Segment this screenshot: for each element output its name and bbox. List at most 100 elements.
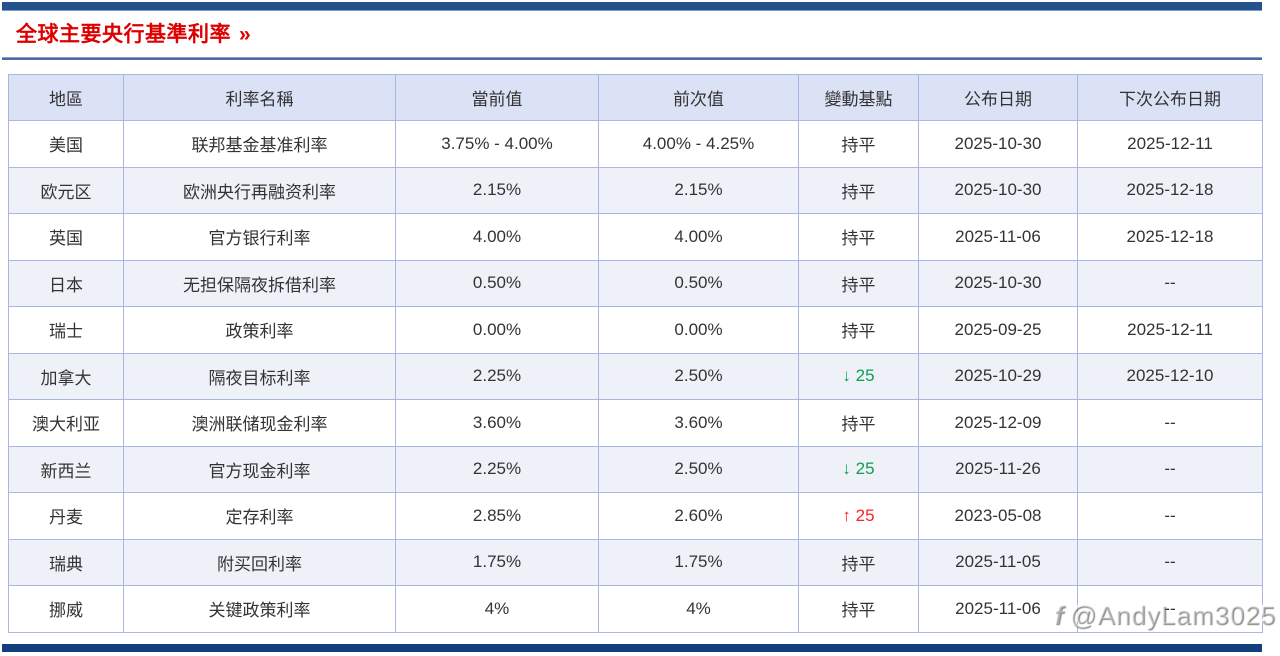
change-flat-label: 持平 xyxy=(841,182,876,202)
change-cell: 持平 xyxy=(798,213,919,261)
rate-name-cell: 附买回利率 xyxy=(123,538,396,586)
previous-value-cell: 2.50% xyxy=(598,445,799,493)
current-value-cell: 2.25% xyxy=(395,352,599,400)
change-cell: 持平 xyxy=(798,120,919,168)
announce-date-cell: 2025-11-26 xyxy=(918,445,1078,493)
next-date-cell: 2025-12-11 xyxy=(1077,306,1263,354)
column-header-next-date: 下次公布日期 xyxy=(1077,74,1263,121)
rate-name-cell: 政策利率 xyxy=(123,306,396,354)
region-cell: 挪威 xyxy=(8,585,124,633)
top-divider-bar xyxy=(2,2,1262,11)
next-date-cell: -- xyxy=(1077,538,1263,586)
region-cell: 澳大利亚 xyxy=(8,399,124,447)
region-cell: 日本 xyxy=(8,259,124,307)
region-cell: 英国 xyxy=(8,213,124,261)
rates-table: 地區 利率名稱 當前值 前次值 變動基點 公布日期 下次公布日期 美国 联邦基金基… xyxy=(8,74,1263,633)
rates-table-body: 美国 联邦基金基准利率 3.75% - 4.00% 4.00% - 4.25% 持平 20… xyxy=(8,120,1263,633)
header-row: 地區 利率名稱 當前值 前次值 變動基點 公布日期 下次公布日期 xyxy=(8,74,1263,121)
bottom-divider-bar xyxy=(2,644,1262,652)
announce-date-cell: 2023-05-08 xyxy=(918,492,1078,540)
column-header-announce-date: 公布日期 xyxy=(918,74,1078,121)
page-title-link[interactable]: 全球主要央行基準利率 » xyxy=(16,18,251,48)
announce-date-cell: 2025-10-30 xyxy=(918,120,1078,168)
column-header-change-bp: 變動基點 xyxy=(798,74,919,121)
change-cell: 持平 xyxy=(798,306,919,354)
change-cell: 持平 xyxy=(798,399,919,447)
previous-value-cell: 1.75% xyxy=(598,538,799,586)
next-date-cell: 2025-12-11 xyxy=(1077,120,1263,168)
next-date-cell: -- xyxy=(1077,259,1263,307)
table-row: 加拿大 隔夜目标利率 2.25% 2.50% ↓ 25 2025-10-29 2025-12… xyxy=(8,352,1263,400)
column-header-current-value: 當前值 xyxy=(395,74,599,121)
change-cell: 持平 xyxy=(798,538,919,586)
change-flat-label: 持平 xyxy=(841,415,876,435)
next-date-cell: -- xyxy=(1077,445,1263,493)
previous-value-cell: 4% xyxy=(598,585,799,633)
previous-value-cell: 4.00% - 4.25% xyxy=(598,120,799,168)
next-date-cell: -- xyxy=(1077,492,1263,540)
announce-date-cell: 2025-11-06 xyxy=(918,213,1078,261)
change-up-indicator: ↑ 25 xyxy=(842,505,875,525)
change-cell: 持平 xyxy=(798,585,919,633)
column-header-previous-value: 前次值 xyxy=(598,74,799,121)
previous-value-cell: 0.50% xyxy=(598,259,799,307)
next-date-cell: 2025-12-18 xyxy=(1077,213,1263,261)
table-row: 欧元区 欧洲央行再融资利率 2.15% 2.15% 持平 2025-10-30 2025-1… xyxy=(8,166,1263,214)
previous-value-cell: 3.60% xyxy=(598,399,799,447)
announce-date-cell: 2025-10-29 xyxy=(918,352,1078,400)
current-value-cell: 3.60% xyxy=(395,399,599,447)
current-value-cell: 2.85% xyxy=(395,492,599,540)
region-cell: 丹麦 xyxy=(8,492,124,540)
current-value-cell: 0.50% xyxy=(395,259,599,307)
announce-date-cell: 2025-10-30 xyxy=(918,259,1078,307)
previous-value-cell: 2.50% xyxy=(598,352,799,400)
current-value-cell: 2.25% xyxy=(395,445,599,493)
change-flat-label: 持平 xyxy=(841,275,876,295)
announce-date-cell: 2025-12-09 xyxy=(918,399,1078,447)
rate-name-cell: 欧洲央行再融资利率 xyxy=(123,166,396,214)
table-row: 瑞典 附买回利率 1.75% 1.75% 持平 2025-11-05 -- xyxy=(8,538,1263,586)
table-row: 丹麦 定存利率 2.85% 2.60% ↑ 25 2023-05-08 -- xyxy=(8,492,1263,540)
change-flat-label: 持平 xyxy=(841,554,876,574)
change-cell: 持平 xyxy=(798,259,919,307)
change-flat-label: 持平 xyxy=(841,136,876,156)
column-header-rate-name: 利率名稱 xyxy=(123,74,396,121)
table-row: 挪威 关键政策利率 4% 4% 持平 2025-11-06 -- xyxy=(8,585,1263,633)
rate-name-cell: 隔夜目标利率 xyxy=(123,352,396,400)
next-date-cell: 2025-12-18 xyxy=(1077,166,1263,214)
table-row: 新西兰 官方现金利率 2.25% 2.50% ↓ 25 2025-11-26 -- xyxy=(8,445,1263,493)
next-date-cell: 2025-12-10 xyxy=(1077,352,1263,400)
rate-name-cell: 官方现金利率 xyxy=(123,445,396,493)
next-date-cell: -- xyxy=(1077,399,1263,447)
previous-value-cell: 2.60% xyxy=(598,492,799,540)
table-row: 澳大利亚 澳洲联储现金利率 3.60% 3.60% 持平 2025-12-09 -- xyxy=(8,399,1263,447)
change-cell: 持平 xyxy=(798,166,919,214)
region-cell: 美国 xyxy=(8,120,124,168)
region-cell: 瑞士 xyxy=(8,306,124,354)
rate-name-cell: 定存利率 xyxy=(123,492,396,540)
table-row: 英国 官方银行利率 4.00% 4.00% 持平 2025-11-06 2025-12-18 xyxy=(8,213,1263,261)
announce-date-cell: 2025-10-30 xyxy=(918,166,1078,214)
table-row: 美国 联邦基金基准利率 3.75% - 4.00% 4.00% - 4.25% 持平 20… xyxy=(8,120,1263,168)
double-chevron-right-icon: » xyxy=(239,23,252,46)
rate-name-cell: 无担保隔夜拆借利率 xyxy=(123,259,396,307)
change-cell: ↓ 25 xyxy=(798,445,919,493)
change-flat-label: 持平 xyxy=(841,601,876,621)
region-cell: 加拿大 xyxy=(8,352,124,400)
title-divider-rule xyxy=(2,57,1262,60)
change-flat-label: 持平 xyxy=(841,322,876,342)
current-value-cell: 4% xyxy=(395,585,599,633)
change-cell: ↑ 25 xyxy=(798,492,919,540)
table-row: 瑞士 政策利率 0.00% 0.00% 持平 2025-09-25 2025-12-11 xyxy=(8,306,1263,354)
rate-name-cell: 官方银行利率 xyxy=(123,213,396,261)
current-value-cell: 4.00% xyxy=(395,213,599,261)
current-value-cell: 2.15% xyxy=(395,166,599,214)
region-cell: 新西兰 xyxy=(8,445,124,493)
announce-date-cell: 2025-11-06 xyxy=(918,585,1078,633)
rate-name-cell: 联邦基金基准利率 xyxy=(123,120,396,168)
region-cell: 瑞典 xyxy=(8,538,124,586)
previous-value-cell: 2.15% xyxy=(598,166,799,214)
change-down-indicator: ↓ 25 xyxy=(842,366,875,386)
change-flat-label: 持平 xyxy=(841,229,876,249)
